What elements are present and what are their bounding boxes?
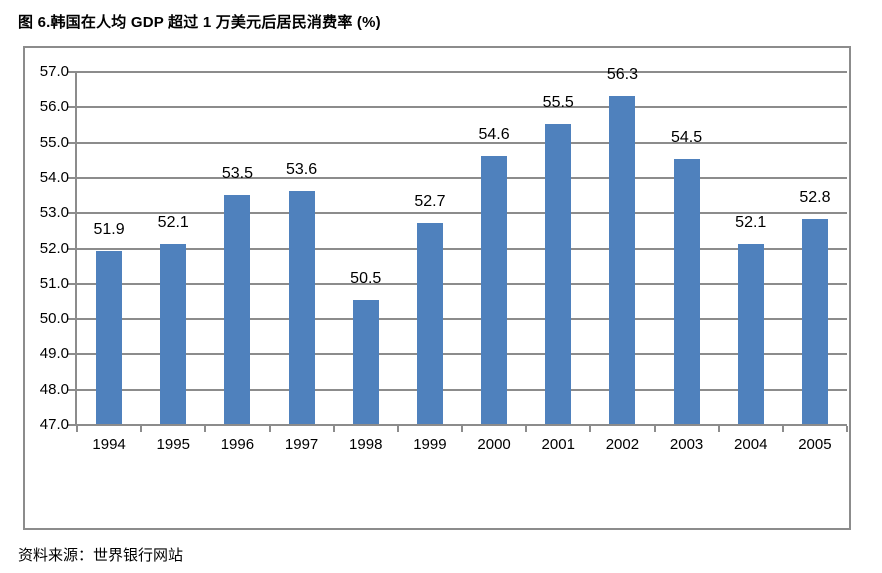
bar-1998 [352,300,379,424]
chart-area: 47.0 48.0 49.0 50.0 51.0 52.0 53.0 54.0 55.0 56.0… [23,46,851,530]
bar-2000 [481,155,508,424]
y-tick-label: 55.0 [39,133,69,151]
bar-value-label: 56.3 [606,65,638,83]
bar-value-label: 54.6 [478,125,510,143]
x-axis-tick [268,426,271,432]
x-axis-tick [846,426,848,432]
y-axis-tick [68,176,75,179]
y-axis-tick [68,353,75,356]
x-axis-tick [653,426,656,432]
y-tick-label: 51.0 [39,274,69,292]
y-axis-line [75,71,77,426]
x-tick-label: 1997 [284,436,319,453]
y-tick-label: 48.0 [39,380,69,398]
bar-value-label: 52.1 [735,213,767,231]
x-axis-line [75,424,847,426]
x-tick-label: 2000 [477,436,511,453]
bar-2005 [801,219,828,424]
x-axis-tick [332,426,335,432]
bar-1996 [224,194,251,424]
x-tick-label: 1999 [413,436,447,453]
bar-value-label: 53.6 [286,161,318,179]
x-axis-tick [717,426,720,432]
source-note: 资料来源：世界银行网站 [18,547,184,564]
x-axis-tick [781,426,784,432]
y-tick-label: 50.0 [39,310,69,328]
x-tick-label: 2003 [669,436,704,453]
bar-value-label: 52.8 [799,189,831,207]
x-axis-tick [525,426,528,432]
x-axis-tick [461,426,463,432]
bar-value-label: 52.7 [414,192,446,210]
y-tick-label: 56.0 [39,98,69,116]
bar-value-label: 50.5 [350,270,382,288]
gridline [77,247,847,250]
gridline [77,353,847,356]
x-tick-label: 2002 [605,436,640,453]
gridline [77,212,847,215]
x-tick-label: 2001 [541,436,575,453]
gridline [77,176,847,179]
x-tick-label: 1995 [156,436,190,453]
bar-value-label: 51.9 [93,221,125,239]
bar-value-label: 55.5 [542,93,574,111]
bar-1994 [96,251,123,424]
y-tick-label: 47.0 [39,416,69,433]
gridline [77,106,847,109]
gridline [77,141,847,144]
bar-value-label: 54.5 [671,129,703,147]
gridline [77,388,847,391]
bar-1995 [160,243,187,424]
x-tick-label: 1994 [92,436,126,453]
y-axis-tick [68,106,75,109]
y-tick-label: 53.0 [39,204,69,222]
bar-1999 [416,222,443,424]
bar-2004 [737,243,764,424]
y-tick-label: 57.0 [39,63,69,80]
y-tick-label: 54.0 [39,168,69,186]
y-axis-tick [68,141,75,144]
bar-2001 [545,123,572,424]
x-tick-label: 1996 [220,436,255,453]
y-axis-tick [68,318,75,321]
y-axis-tick [68,282,75,285]
x-axis-tick [589,426,592,432]
bar-value-label: 53.5 [221,164,253,182]
x-axis-tick [396,426,399,432]
y-axis-tick [68,71,75,73]
x-tick-label: 2005 [798,436,832,453]
bar-2003 [673,159,700,424]
y-axis-tick [68,247,75,250]
gridline [77,282,847,285]
y-tick-label: 49.0 [39,345,69,363]
x-axis-tick [204,426,207,432]
x-axis-tick [76,426,78,432]
bar-1997 [288,191,315,424]
x-axis-tick [140,426,143,432]
x-tick-label: 2004 [734,436,768,453]
chart-title: 图 6.韩国在人均 GDP 超过 1 万美元后居民消费率 (%) [18,14,381,31]
y-tick-label: 52.0 [39,239,69,257]
y-axis-tick [68,424,75,426]
bar-value-label: 52.1 [157,213,189,231]
gridline [77,71,847,73]
y-axis-tick [68,388,75,391]
x-tick-label: 1998 [349,436,383,453]
gridline [77,318,847,321]
bar-2002 [609,95,636,424]
y-axis-tick [68,212,75,215]
